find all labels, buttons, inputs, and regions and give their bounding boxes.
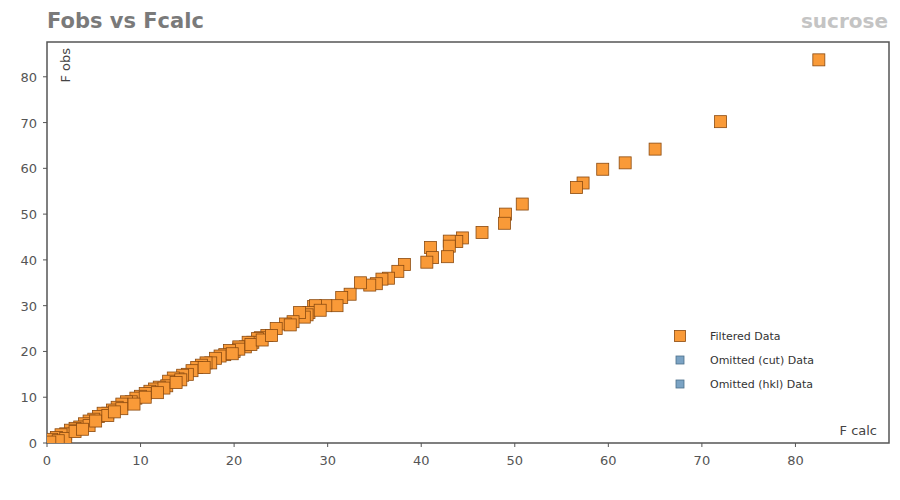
- point: [813, 54, 825, 66]
- point: [715, 116, 727, 128]
- y-tick: [43, 305, 47, 306]
- legend-label: Filtered Data: [710, 330, 781, 343]
- x-tick-label: 80: [787, 453, 804, 468]
- point: [314, 304, 326, 316]
- y-tick-label: 70: [20, 116, 37, 131]
- subtitle: sucrose: [801, 9, 888, 33]
- point: [476, 226, 488, 238]
- point: [331, 300, 343, 312]
- y-tick: [43, 397, 47, 398]
- x-tick: [608, 443, 609, 447]
- x-tick-label: 50: [507, 453, 524, 468]
- y-axis-label: F obs: [58, 48, 73, 83]
- y-tick-label: 30: [20, 299, 37, 314]
- y-tick: [43, 351, 47, 352]
- point: [128, 398, 140, 410]
- x-tick-label: 10: [132, 453, 149, 468]
- legend: Filtered Data Omitted (cut) Data Omitted (…: [675, 330, 814, 391]
- x-tick-label: 0: [43, 453, 51, 468]
- plot-frame: [47, 42, 889, 443]
- point: [571, 182, 583, 194]
- point: [139, 391, 151, 403]
- legend-label: Omitted (hkl) Data: [710, 378, 813, 391]
- x-axis-label: F calc: [840, 423, 877, 438]
- point: [498, 217, 510, 229]
- point: [90, 415, 102, 427]
- point: [441, 251, 453, 263]
- y-tick-label: 50: [20, 207, 37, 222]
- x-tick-label: 70: [694, 453, 711, 468]
- legend-marker: [676, 356, 684, 364]
- legend-label: Omitted (cut) Data: [710, 354, 814, 367]
- point: [245, 339, 257, 351]
- y-tick-label: 60: [20, 161, 37, 176]
- y-tick: [43, 259, 47, 260]
- point: [266, 329, 278, 341]
- legend-marker: [676, 380, 684, 388]
- y-tick-label: 40: [20, 253, 37, 268]
- x-tick-label: 40: [413, 453, 430, 468]
- point: [226, 348, 238, 360]
- point: [198, 361, 210, 373]
- point: [649, 143, 661, 155]
- y-tick: [43, 76, 47, 77]
- y-tick-label: 80: [20, 70, 37, 85]
- point: [47, 436, 56, 443]
- point: [619, 157, 631, 169]
- y-tick: [43, 443, 47, 444]
- title: Fobs vs Fcalc: [47, 9, 204, 33]
- x-tick: [47, 443, 48, 447]
- chart: Fobs vs Fcalc sucrose 0 10 20 30 40 50 60 70 80 0 10…: [0, 0, 900, 500]
- point: [151, 387, 163, 399]
- x-tick-label: 30: [319, 453, 336, 468]
- x-tick-label: 20: [226, 453, 243, 468]
- y-tick-label: 20: [20, 344, 37, 359]
- point: [170, 377, 182, 389]
- x-tick-label: 60: [600, 453, 617, 468]
- x-tick: [421, 443, 422, 447]
- y-tick-label: 0: [29, 436, 37, 451]
- point: [516, 198, 528, 210]
- x-tick: [514, 443, 515, 447]
- points: [47, 54, 825, 443]
- x-tick: [701, 443, 702, 447]
- point: [597, 163, 609, 175]
- x-tick: [795, 443, 796, 447]
- y-tick: [43, 122, 47, 123]
- point: [77, 423, 89, 435]
- x-tick: [234, 443, 235, 447]
- point: [284, 319, 296, 331]
- x-tick: [140, 443, 141, 447]
- y-tick: [43, 168, 47, 169]
- y-tick-label: 10: [20, 390, 37, 405]
- point: [108, 406, 120, 418]
- point: [354, 277, 366, 289]
- legend-marker: [675, 331, 686, 342]
- point: [421, 256, 433, 268]
- x-tick: [327, 443, 328, 447]
- y-tick: [43, 214, 47, 215]
